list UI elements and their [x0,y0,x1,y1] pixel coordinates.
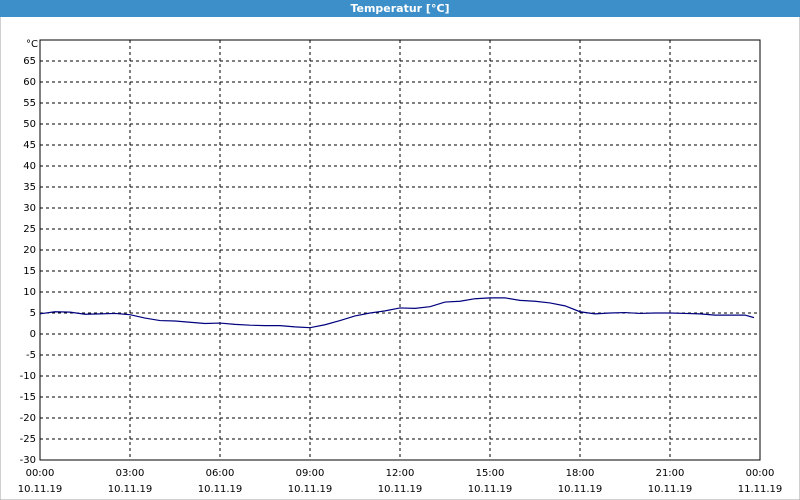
y-tick-label: 65 [23,56,36,67]
x-tick-date: 10.11.19 [108,484,153,495]
y-tick-label: 30 [23,203,36,214]
title-bar [0,0,800,17]
y-tick-label: 40 [23,161,36,172]
x-tick-time: 00:00 [26,468,55,479]
y-tick-label: 0 [30,329,36,340]
y-tick-label: 35 [23,182,36,193]
y-tick-label: -10 [20,371,36,382]
x-tick-time: 00:00 [746,468,775,479]
y-tick-label: 5 [30,308,36,319]
x-tick-time: 03:00 [116,468,145,479]
y-unit: °C [26,39,38,50]
y-tick-label: 10 [23,287,36,298]
y-tick-label: 25 [23,224,36,235]
y-tick-label: -15 [20,392,36,403]
y-tick-label: 60 [23,77,36,88]
y-tick-label: 50 [23,119,36,130]
x-tick-date: 10.11.19 [198,484,243,495]
y-tick-label: 55 [23,98,36,109]
y-tick-label: -5 [26,350,36,361]
x-tick-date: 10.11.19 [18,484,63,495]
x-tick-time: 06:00 [206,468,235,479]
x-tick-time: 21:00 [656,468,685,479]
x-tick-date: 10.11.19 [288,484,333,495]
x-tick-date: 10.11.19 [378,484,423,495]
x-tick-time: 18:00 [566,468,595,479]
y-tick-label: 15 [23,266,36,277]
x-tick-date: 10.11.19 [468,484,513,495]
y-tick-label: -20 [20,413,36,424]
y-tick-label: 20 [23,245,36,256]
x-tick-date: 10.11.19 [648,484,693,495]
y-tick-label: -25 [20,434,36,445]
x-tick-time: 09:00 [296,468,325,479]
temperature-line [39,297,755,329]
window-title: Temperatur [°C] [350,2,449,15]
x-tick-date: 11.11.19 [738,484,783,495]
y-tick-label: 45 [23,140,36,151]
x-tick-time: 15:00 [476,468,505,479]
x-tick-time: 12:00 [386,468,415,479]
y-tick-label: -30 [20,455,36,466]
x-tick-date: 10.11.19 [558,484,603,495]
